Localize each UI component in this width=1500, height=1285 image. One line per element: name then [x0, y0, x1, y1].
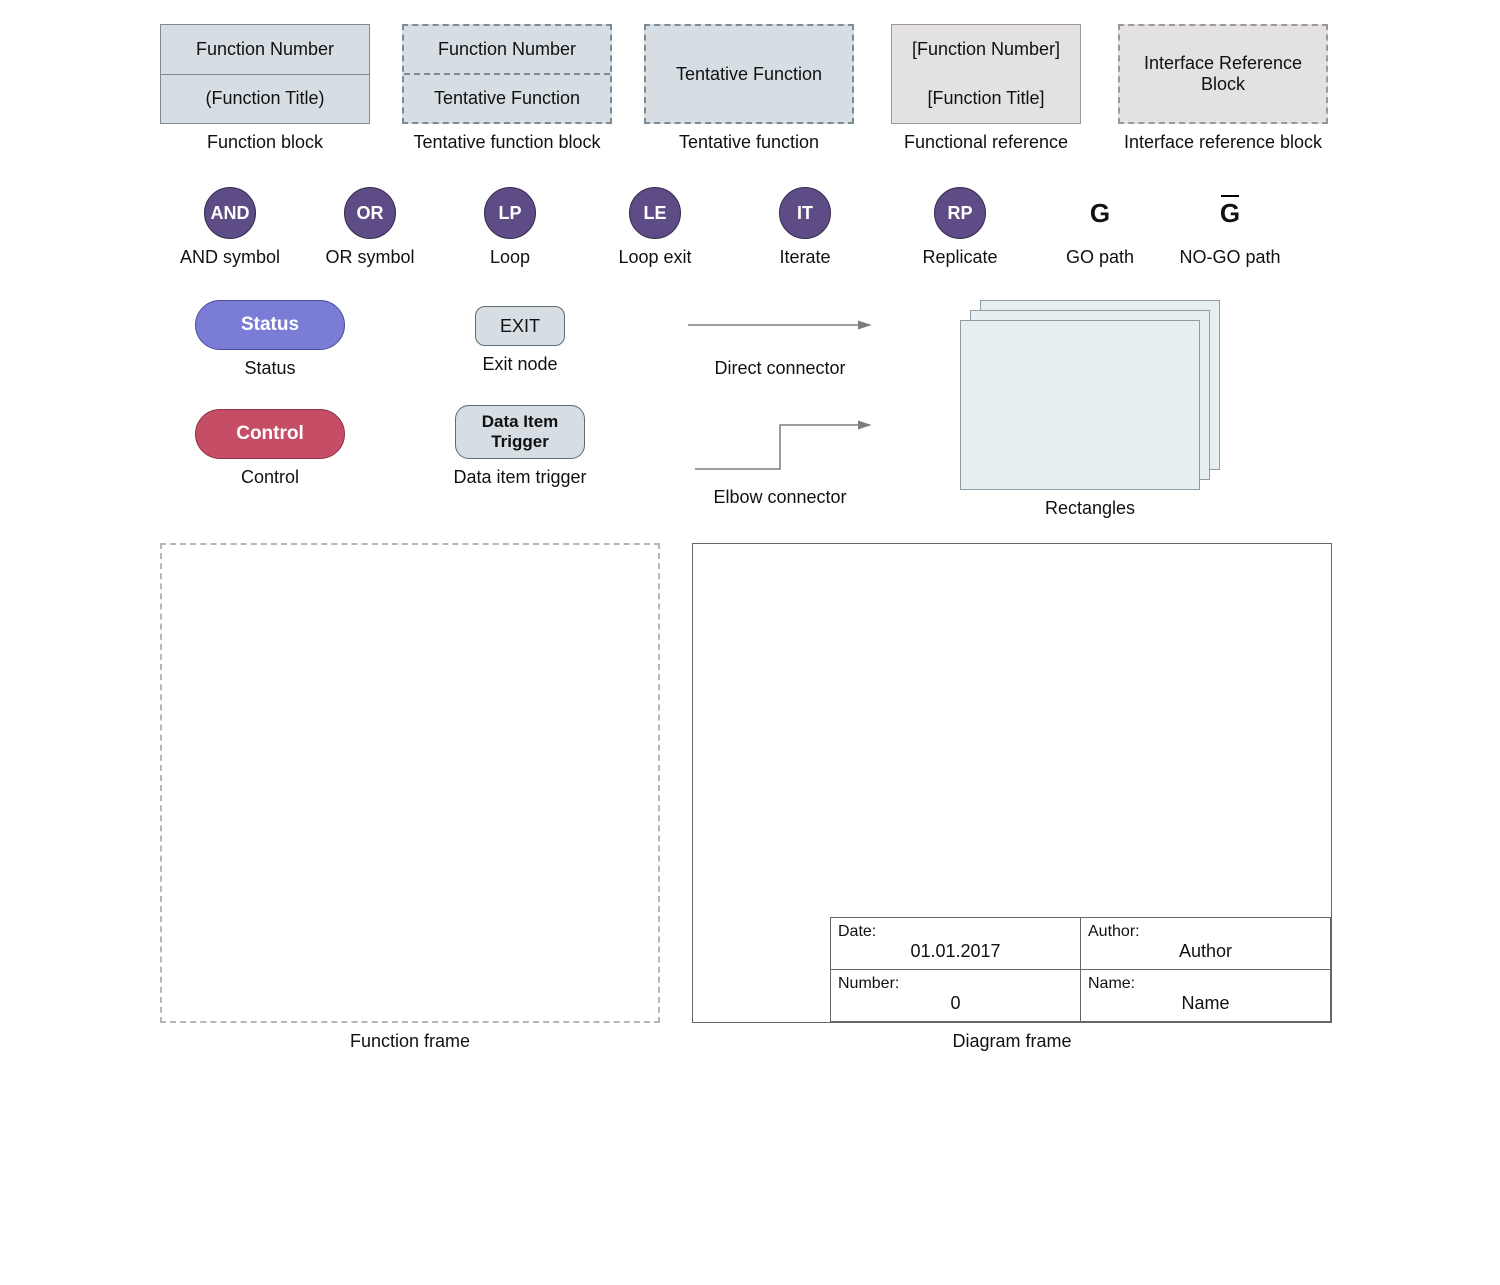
tentative-function-block-wrap: Function Number Tentative Function Tenta…	[402, 24, 612, 153]
and-symbol: AND	[204, 187, 256, 239]
rectangles-wrap: Rectangles	[940, 300, 1240, 519]
ffbd-stencil-page: Function Number (Function Title) Functio…	[160, 24, 1340, 1052]
diagram-frame-wrap: Date: 01.01.2017 Author: Author Number: …	[692, 543, 1332, 1052]
fr-bottom: [Function Title]	[892, 74, 1080, 123]
elbow-connector-wrap: Elbow connector	[670, 409, 890, 508]
data-item-trigger-wrap: Data Item Trigger Data item trigger	[420, 405, 620, 488]
direct-connector-wrap: Direct connector	[670, 300, 890, 379]
go-path-label: GO path	[1066, 247, 1134, 268]
and-symbol-wrap: AND AND symbol	[160, 187, 300, 268]
elbow-connector-icon	[670, 409, 890, 479]
replicate-symbol: RP	[934, 187, 986, 239]
nogo-path-glyph: G	[1220, 187, 1240, 239]
df-author-label: Author:	[1082, 919, 1329, 941]
elbow-connector-label: Elbow connector	[713, 487, 846, 508]
tentative-function-block: Function Number Tentative Function	[402, 24, 612, 124]
or-symbol-wrap: OR OR symbol	[300, 187, 440, 268]
status-pill: Status	[195, 300, 345, 350]
tentative-function-text: Tentative Function	[676, 64, 822, 85]
function-block-label: Function block	[207, 132, 323, 153]
data-item-trigger-label: Data item trigger	[453, 467, 586, 488]
and-symbol-label: AND symbol	[180, 247, 280, 268]
diagram-frame-table: Date: 01.01.2017 Author: Author Number: …	[830, 917, 1331, 1022]
exit-node: EXIT	[475, 306, 565, 346]
functional-reference-wrap: [Function Number] [Function Title] Funct…	[886, 24, 1086, 153]
function-frame-wrap: Function frame	[160, 543, 660, 1052]
direct-connector-label: Direct connector	[714, 358, 845, 379]
replicate-symbol-wrap: RP Replicate	[880, 187, 1040, 268]
iterate-symbol-label: Iterate	[779, 247, 830, 268]
go-path-glyph: G	[1090, 187, 1110, 239]
loop-exit-symbol-label: Loop exit	[618, 247, 691, 268]
functional-reference: [Function Number] [Function Title]	[891, 24, 1081, 124]
interface-reference-block-label: Interface reference block	[1124, 132, 1322, 153]
status-wrap: Status Status	[160, 300, 380, 379]
exit-dit-col: EXIT Exit node Data Item Trigger Data it…	[420, 300, 620, 488]
interface-reference-block: Interface Reference Block	[1118, 24, 1328, 124]
control-label: Control	[241, 467, 299, 488]
go-path-wrap: G GO path	[1040, 187, 1160, 268]
function-block: Function Number (Function Title)	[160, 24, 370, 124]
function-frame-label: Function frame	[350, 1031, 470, 1052]
rectangles-label: Rectangles	[1045, 498, 1135, 519]
or-symbol: OR	[344, 187, 396, 239]
tentative-function-wrap: Tentative Function Tentative function	[644, 24, 854, 153]
tentative-function: Tentative Function	[644, 24, 854, 124]
iterate-symbol: IT	[779, 187, 831, 239]
diagram-frame: Date: 01.01.2017 Author: Author Number: …	[692, 543, 1332, 1023]
status-control-col: Status Status Control Control	[160, 300, 380, 488]
nogo-path-wrap: G NO-GO path	[1160, 187, 1300, 268]
dit-line2: Trigger	[491, 432, 549, 452]
control-pill: Control	[195, 409, 345, 459]
tfb-bottom: Tentative Function	[404, 75, 610, 122]
loop-symbol-wrap: LP Loop	[440, 187, 580, 268]
connectors-col: Direct connector Elbow connector	[660, 300, 900, 508]
df-date-value: 01.01.2017	[832, 941, 1079, 968]
df-name-label: Name:	[1082, 971, 1329, 993]
df-number-label: Number:	[832, 971, 1079, 993]
function-block-bottom: (Function Title)	[161, 75, 369, 124]
functional-reference-label: Functional reference	[904, 132, 1068, 153]
replicate-symbol-label: Replicate	[922, 247, 997, 268]
tentative-function-block-label: Tentative function block	[413, 132, 600, 153]
function-block-wrap: Function Number (Function Title) Functio…	[160, 24, 370, 153]
loop-symbol: LP	[484, 187, 536, 239]
function-block-top: Function Number	[161, 25, 369, 74]
df-date-label: Date:	[832, 919, 1079, 941]
nogo-path-label: NO-GO path	[1179, 247, 1280, 268]
or-symbol-label: OR symbol	[325, 247, 414, 268]
diagram-frame-label: Diagram frame	[952, 1031, 1071, 1052]
exit-node-wrap: EXIT Exit node	[420, 300, 620, 375]
data-item-trigger: Data Item Trigger	[455, 405, 585, 459]
control-wrap: Control Control	[160, 409, 380, 488]
tfb-top: Function Number	[404, 26, 610, 73]
loop-exit-symbol: LE	[629, 187, 681, 239]
status-label: Status	[244, 358, 295, 379]
iterate-symbol-wrap: IT Iterate	[730, 187, 880, 268]
loop-symbol-label: Loop	[490, 247, 530, 268]
loop-exit-symbol-wrap: LE Loop exit	[580, 187, 730, 268]
row-misc: Status Status Control Control EXIT Exit …	[160, 300, 1340, 519]
rect-front	[960, 320, 1200, 490]
dit-line1: Data Item	[482, 412, 559, 432]
rectangles-stack	[960, 300, 1220, 490]
df-author-value: Author	[1082, 941, 1329, 968]
function-frame	[160, 543, 660, 1023]
fr-top: [Function Number]	[892, 25, 1080, 74]
interface-reference-block-wrap: Interface Reference Block Interface refe…	[1118, 24, 1328, 153]
row-symbols: AND AND symbol OR OR symbol LP Loop LE L…	[160, 187, 1340, 268]
direct-connector-icon	[670, 300, 890, 350]
row-frames: Function frame Date: 01.01.2017 Author: …	[160, 543, 1340, 1052]
exit-node-label: Exit node	[482, 354, 557, 375]
df-number-value: 0	[832, 993, 1079, 1020]
row-blocks: Function Number (Function Title) Functio…	[160, 24, 1340, 153]
irb-text: Interface Reference Block	[1120, 53, 1326, 95]
tentative-function-label: Tentative function	[679, 132, 819, 153]
df-name-value: Name	[1082, 993, 1329, 1020]
